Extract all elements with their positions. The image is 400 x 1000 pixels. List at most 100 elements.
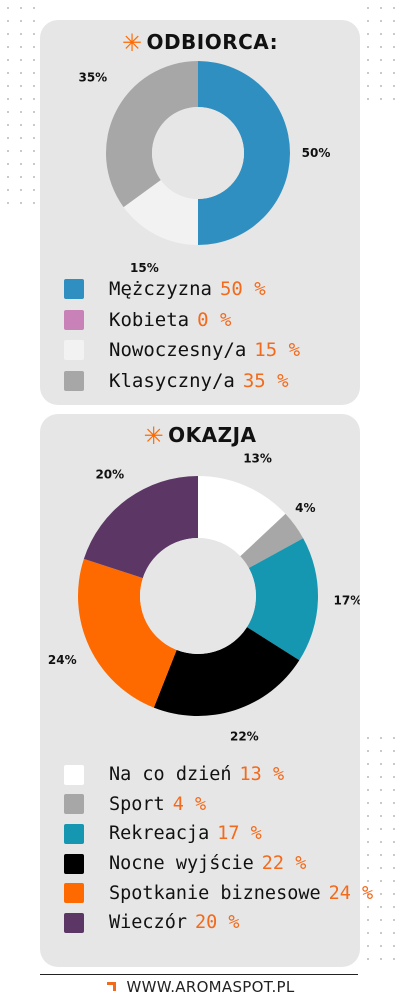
legend-swatch bbox=[64, 340, 84, 361]
decor-dot bbox=[33, 72, 35, 74]
decor-dot bbox=[20, 137, 22, 139]
legend-label: Kobieta bbox=[109, 308, 190, 331]
decor-dot bbox=[33, 111, 35, 113]
decor-dot bbox=[393, 867, 395, 869]
dot-pattern-bottom-right bbox=[367, 737, 395, 960]
decor-dot bbox=[393, 815, 395, 817]
decor-dot bbox=[367, 802, 369, 804]
slice-value-label: 50% bbox=[302, 146, 331, 160]
decor-dot bbox=[367, 854, 369, 856]
slice-value-label: 15% bbox=[130, 261, 159, 275]
occasion-title-text: OKAZJA bbox=[168, 423, 257, 447]
legend-label: Rekreacja bbox=[109, 823, 210, 845]
audience-title-text: ODBIORCA: bbox=[146, 30, 279, 54]
decor-dot bbox=[393, 841, 395, 843]
decor-dot bbox=[380, 802, 382, 804]
asterisk-icon: ✳ bbox=[121, 29, 143, 57]
decor-dot bbox=[380, 932, 382, 934]
decor-dot bbox=[393, 59, 395, 61]
decor-dot bbox=[380, 828, 382, 830]
legend-label: Na co dzień bbox=[109, 764, 232, 786]
decor-dot bbox=[367, 33, 369, 35]
footer-divider bbox=[40, 974, 358, 975]
legend-swatch bbox=[64, 309, 84, 330]
website-link[interactable]: WWW.AROMASPOT.PL bbox=[126, 978, 295, 996]
audience-donut-chart: 50% 15% 35% bbox=[78, 61, 331, 275]
slice-value-label: 17% bbox=[334, 594, 360, 608]
dot-pattern-top-right bbox=[367, 7, 395, 100]
decor-dot bbox=[380, 763, 382, 765]
decor-dot bbox=[380, 59, 382, 61]
legend-swatch bbox=[64, 823, 84, 844]
decor-dot bbox=[393, 958, 395, 960]
decor-dot bbox=[33, 33, 35, 35]
slice-value-label: 24% bbox=[48, 653, 77, 667]
decor-dot bbox=[393, 763, 395, 765]
decor-dot bbox=[20, 59, 22, 61]
audience-card: ✳ ODBIORCA: 50% 15% 35% Mężczyzna 50 % Kobiet… bbox=[40, 20, 360, 405]
decor-dot bbox=[380, 893, 382, 895]
legend-swatch bbox=[64, 853, 84, 874]
decor-dot bbox=[393, 20, 395, 22]
decor-dot bbox=[380, 750, 382, 752]
decor-dot bbox=[367, 828, 369, 830]
decor-dot bbox=[20, 72, 22, 74]
decor-dot bbox=[33, 59, 35, 61]
decor-dot bbox=[367, 893, 369, 895]
decor-dot bbox=[393, 7, 395, 9]
decor-dot bbox=[380, 789, 382, 791]
decor-dot bbox=[393, 880, 395, 882]
decor-dot bbox=[7, 202, 9, 204]
decor-dot bbox=[7, 7, 9, 9]
donut-slice-2 bbox=[123, 180, 198, 245]
decor-dot bbox=[367, 763, 369, 765]
decor-dot bbox=[33, 85, 35, 87]
donut-slice-1 bbox=[240, 513, 304, 569]
donut-slice-3 bbox=[153, 627, 300, 716]
decor-dot bbox=[380, 776, 382, 778]
decor-dot bbox=[7, 46, 9, 48]
decor-dot bbox=[33, 124, 35, 126]
decor-dot bbox=[367, 867, 369, 869]
decor-dot bbox=[393, 776, 395, 778]
decor-dot bbox=[380, 7, 382, 9]
legend-swatch bbox=[64, 279, 84, 300]
legend-value: 50 % bbox=[219, 278, 266, 301]
decor-dot bbox=[393, 789, 395, 791]
decor-dot bbox=[380, 33, 382, 35]
decor-dot bbox=[367, 958, 369, 960]
decor-dot bbox=[367, 20, 369, 22]
legend-item: Mężczyzna 50 % bbox=[64, 274, 300, 305]
legend-value: 4 % bbox=[172, 793, 207, 815]
decor-dot bbox=[380, 841, 382, 843]
decor-dot bbox=[33, 189, 35, 191]
slice-value-label: 20% bbox=[95, 468, 124, 482]
decor-dot bbox=[367, 7, 369, 9]
decor-dot bbox=[7, 137, 9, 139]
decor-dot bbox=[393, 919, 395, 921]
legend-label: Klasyczny/a bbox=[109, 369, 235, 392]
decor-dot bbox=[33, 202, 35, 204]
decor-dot bbox=[7, 163, 9, 165]
decor-dot bbox=[367, 59, 369, 61]
decor-dot bbox=[33, 7, 35, 9]
legend-swatch bbox=[64, 370, 84, 391]
donut-slice-0 bbox=[198, 476, 286, 557]
decor-dot bbox=[380, 919, 382, 921]
decor-dot bbox=[393, 893, 395, 895]
legend-item: Kobieta 0 % bbox=[64, 305, 300, 336]
legend-value: 17 % bbox=[217, 823, 262, 845]
audience-legend: Mężczyzna 50 % Kobieta 0 % Nowoczesny/a 15 % K… bbox=[64, 274, 300, 396]
decor-dot bbox=[393, 945, 395, 947]
legend-value: 13 % bbox=[239, 764, 285, 786]
decor-dot bbox=[393, 906, 395, 908]
decor-dot bbox=[367, 737, 369, 739]
legend-value: 0 % bbox=[197, 308, 232, 331]
decor-dot bbox=[33, 150, 35, 152]
legend-item: Nowoczesny/a 15 % bbox=[64, 335, 300, 366]
decor-dot bbox=[393, 737, 395, 739]
legend-value: 22 % bbox=[261, 853, 307, 875]
decor-dot bbox=[393, 802, 395, 804]
legend-swatch bbox=[64, 764, 84, 785]
dot-pattern-top-left bbox=[7, 7, 35, 204]
